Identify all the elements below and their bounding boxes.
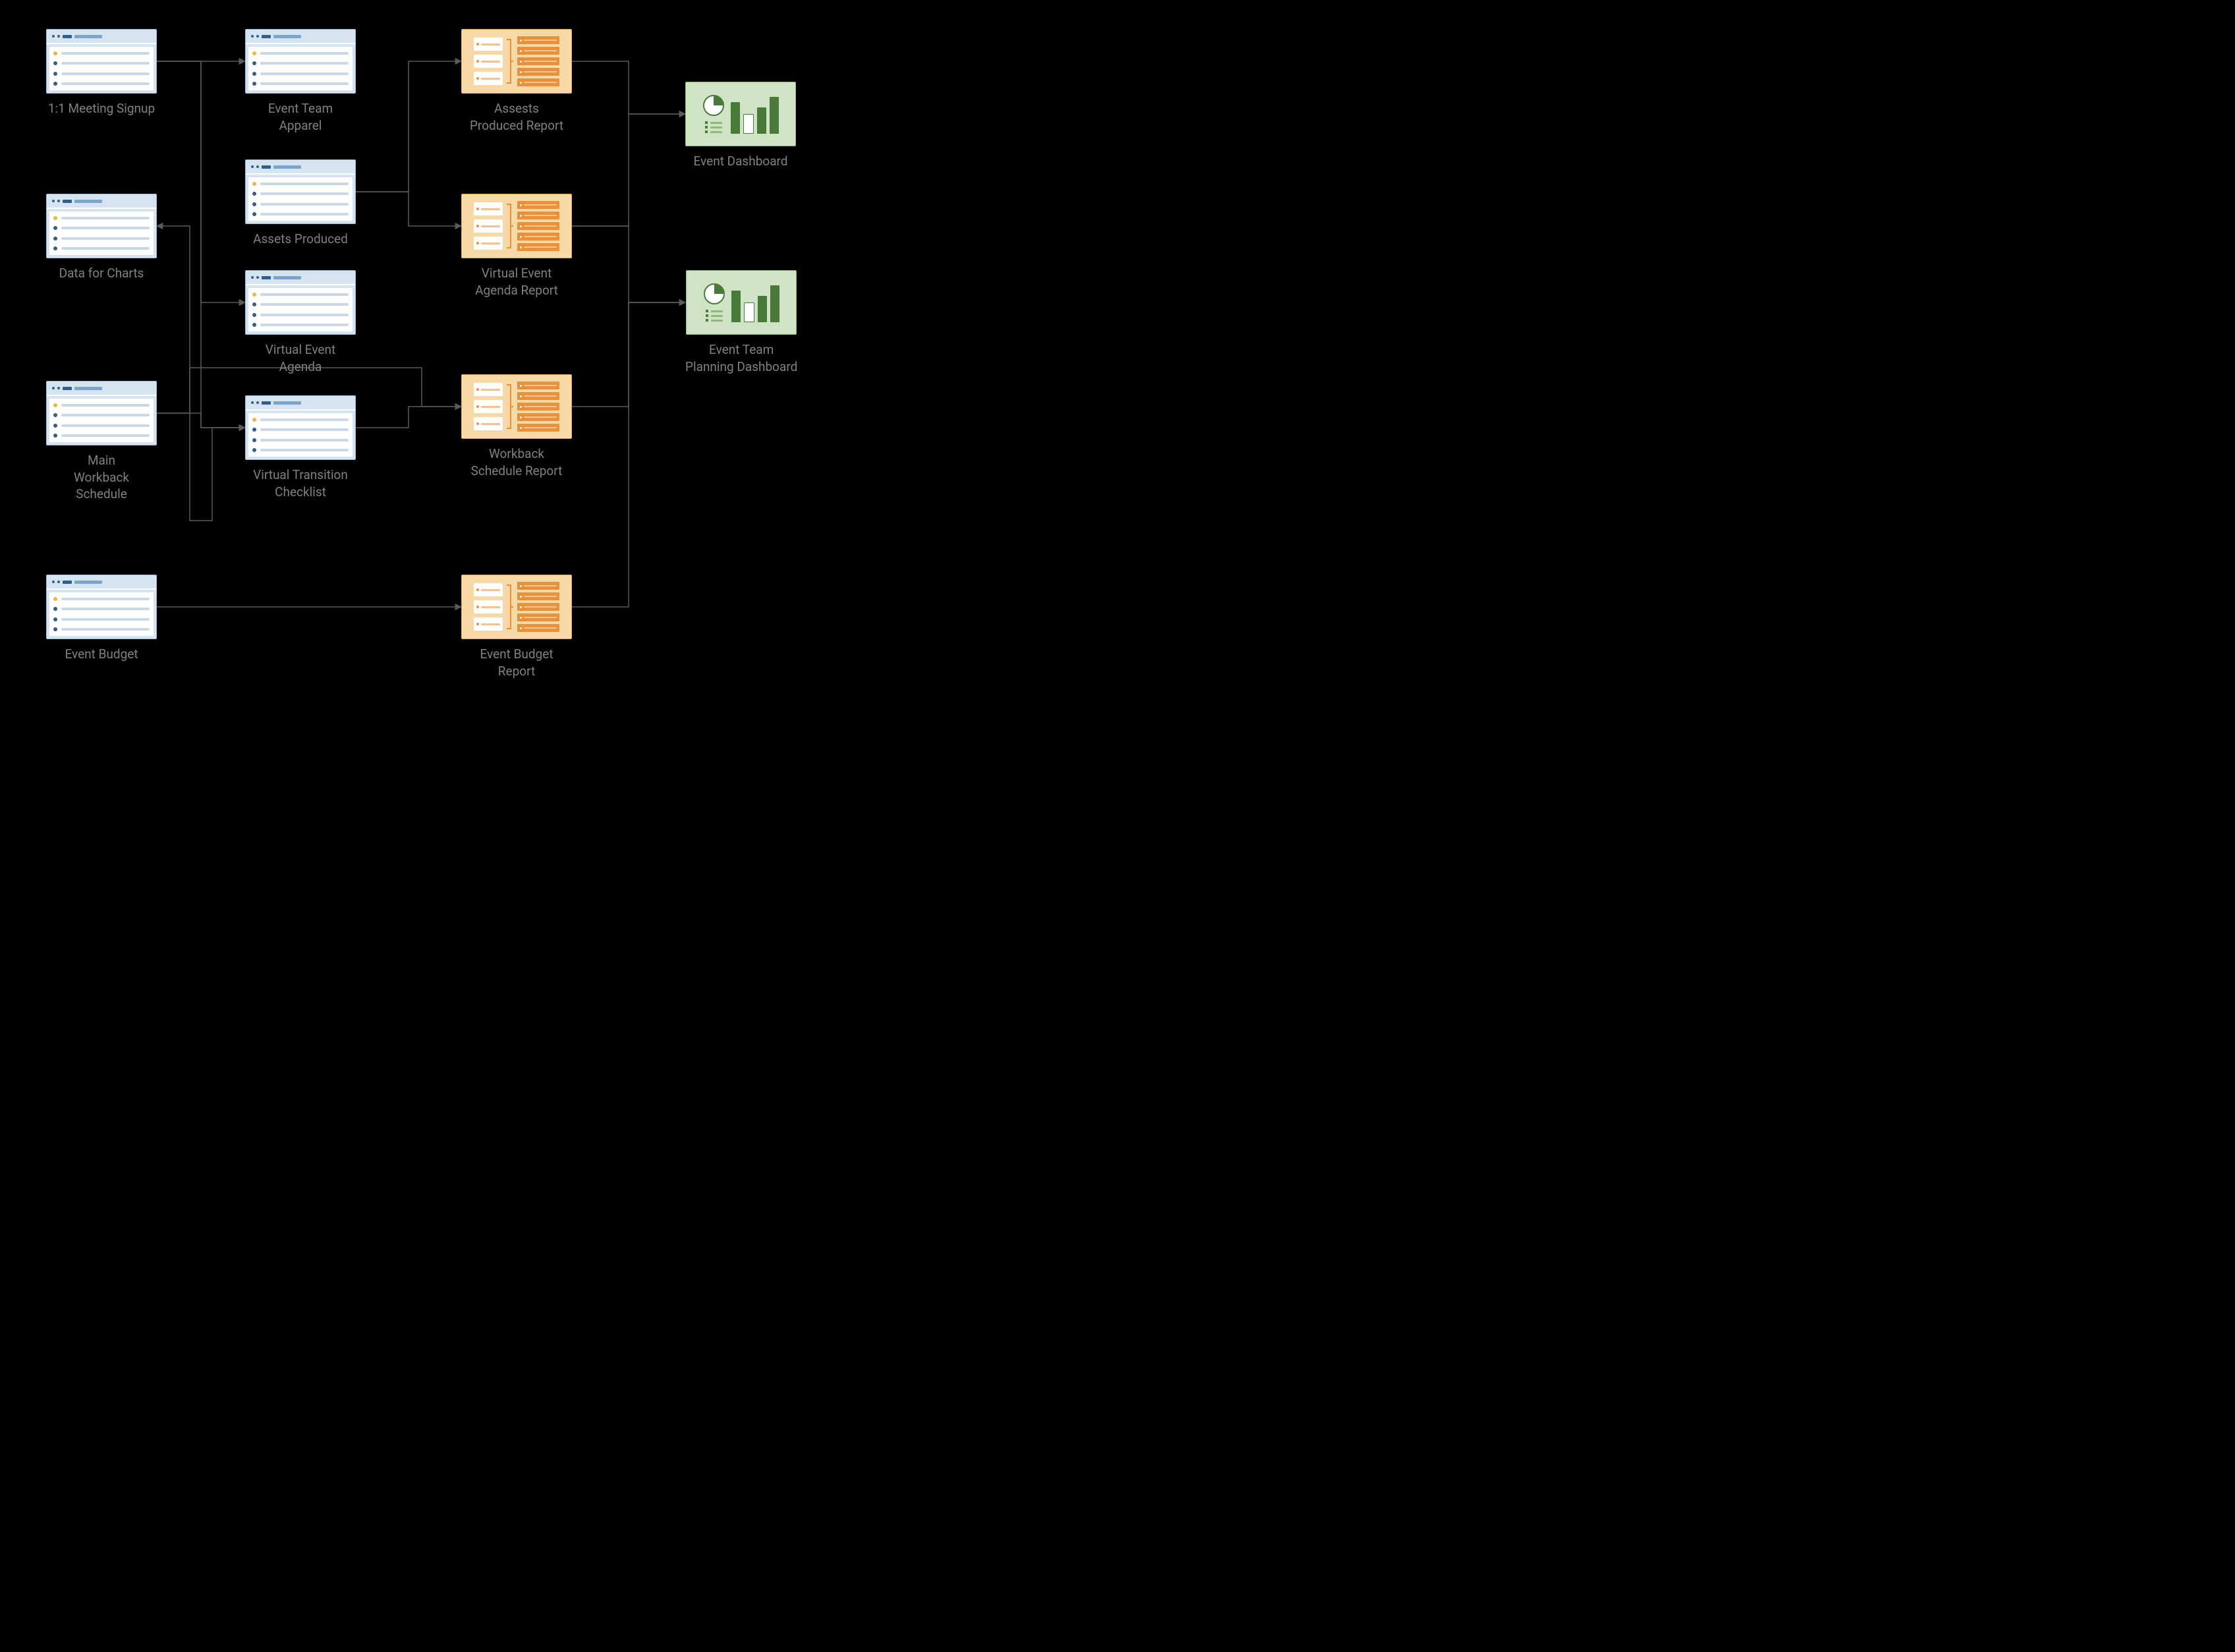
- diagram-canvas: 1:1 Meeting Signup Data for Charts MainWor…: [0, 0, 975, 721]
- node-label: 1:1 Meeting Signup: [48, 100, 155, 117]
- node-virtual_trans: Virtual TransitionChecklist: [245, 395, 356, 500]
- sheet-icon: [46, 575, 157, 639]
- node-label: MainWorkbackSchedule: [74, 452, 129, 503]
- sheet-icon: [245, 29, 356, 94]
- node-label: WorkbackSchedule Report: [471, 445, 563, 479]
- sheet-icon: [245, 395, 356, 460]
- edge-agenda_report-to-planning_dash: [572, 226, 685, 302]
- sheet-icon: [46, 381, 157, 445]
- edge-assets_report-to-event_dash: [572, 61, 685, 114]
- node-label: Event TeamPlanning Dashboard: [685, 341, 797, 375]
- node-budget_report: Event BudgetReport: [461, 575, 572, 679]
- node-label: Data for Charts: [59, 265, 144, 282]
- edge-meeting_signup-to-virtual_agenda: [157, 61, 245, 302]
- node-label: Virtual EventAgenda: [266, 341, 335, 375]
- report-icon: [461, 575, 572, 639]
- report-icon: [461, 194, 572, 258]
- node-label: Event TeamApparel: [268, 100, 333, 134]
- node-label: Event BudgetReport: [480, 646, 553, 679]
- sheet-icon: [46, 29, 157, 94]
- dashboard-icon: [686, 270, 797, 335]
- node-label: Virtual TransitionChecklist: [253, 467, 348, 500]
- dashboard-icon: [685, 82, 796, 146]
- edge-budget_report-to-planning_dash: [572, 302, 685, 607]
- edge-workback_report-to-planning_dash: [572, 302, 685, 407]
- report-icon: [461, 29, 572, 94]
- node-assets_report: AssestsProduced Report: [461, 29, 572, 134]
- node-label: Assets Produced: [253, 231, 348, 248]
- node-label: AssestsProduced Report: [470, 100, 563, 134]
- node-main_workback: MainWorkbackSchedule: [46, 381, 157, 503]
- node-data_charts: Data for Charts: [46, 194, 157, 282]
- node-team_apparel: Event TeamApparel: [245, 29, 356, 134]
- edge-virtual_trans-to-workback_report: [356, 407, 461, 428]
- edge-main_workback-to-virtual_trans: [157, 413, 245, 428]
- edge-meeting_signup-to-virtual_trans: [157, 61, 245, 428]
- edge-virtual_trans-to-data_charts: [157, 226, 245, 521]
- node-event_dash: Event Dashboard: [685, 82, 796, 170]
- node-assets_prod: Assets Produced: [245, 159, 356, 248]
- node-label: Event Budget: [65, 646, 138, 663]
- node-meeting_signup: 1:1 Meeting Signup: [46, 29, 157, 117]
- edge-assets_prod-to-agenda_report: [356, 192, 461, 226]
- edge-assets_prod-to-assets_report: [356, 61, 461, 192]
- node-virtual_agenda: Virtual EventAgenda: [245, 270, 356, 375]
- node-label: Event Dashboard: [693, 153, 787, 170]
- sheet-icon: [245, 270, 356, 335]
- sheet-icon: [46, 194, 157, 258]
- report-icon: [461, 374, 572, 439]
- node-planning_dash: Event TeamPlanning Dashboard: [685, 270, 797, 375]
- node-agenda_report: Virtual EventAgenda Report: [461, 194, 572, 299]
- edge-agenda_report-to-event_dash: [572, 114, 685, 226]
- node-event_budget: Event Budget: [46, 575, 157, 663]
- node-label: Virtual EventAgenda Report: [475, 265, 558, 299]
- sheet-icon: [245, 159, 356, 224]
- node-workback_report: WorkbackSchedule Report: [461, 374, 572, 479]
